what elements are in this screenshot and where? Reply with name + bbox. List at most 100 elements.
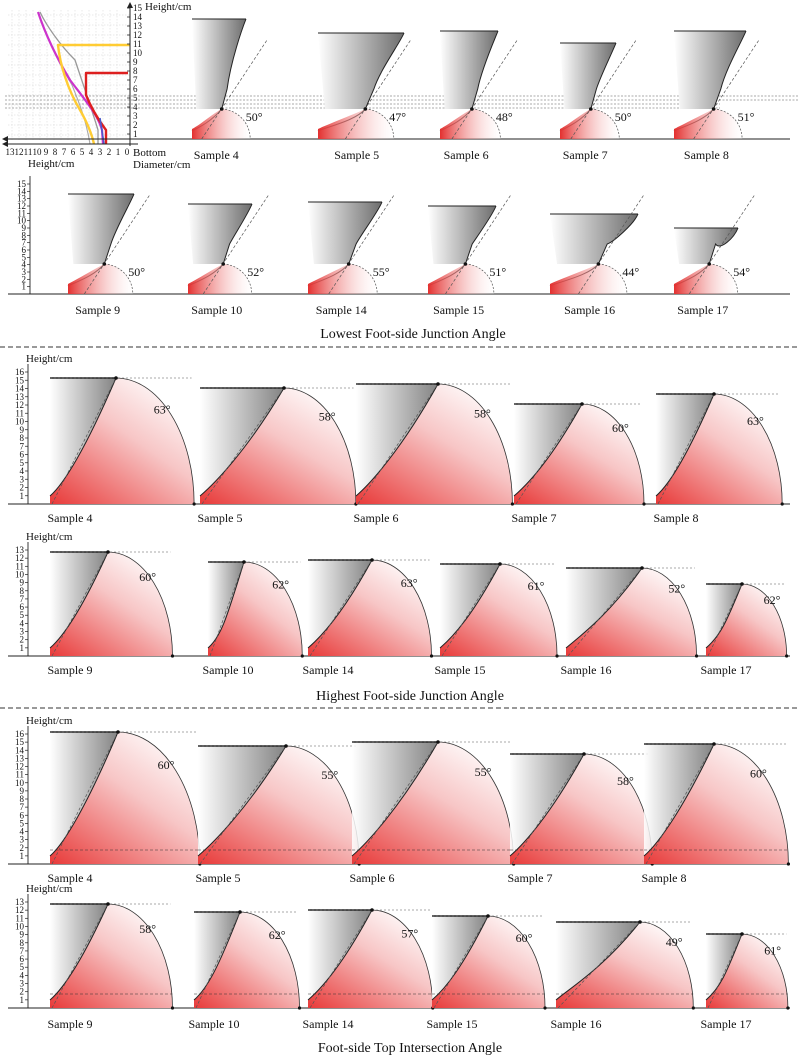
overlay-y-tick-label: 13 [133, 21, 143, 31]
sample-label: Sample 15 [435, 663, 486, 677]
foot-shade [560, 109, 620, 139]
row-y-tick-label: 12 [15, 762, 24, 772]
overlay-x-tick-label: 3 [98, 147, 103, 157]
tangent-line [645, 743, 715, 865]
row-y-tick-label: 14 [17, 186, 27, 196]
sample-label: Sample 6 [350, 871, 395, 885]
foot-shade [198, 746, 360, 864]
sample-label: Sample 10 [203, 663, 254, 677]
angle-arc [107, 551, 173, 657]
tangent-line [441, 563, 501, 657]
angle-arc [348, 263, 378, 295]
row-y-tick-label: 11 [15, 913, 24, 923]
sample-profile: 60° Sample 7 [512, 402, 646, 525]
foot-shade [356, 384, 513, 504]
row-baseline-arrow [2, 136, 8, 142]
angle-arc [639, 921, 694, 1009]
angle-label: 50° [128, 265, 145, 279]
overlay-y-tick-label: 4 [133, 102, 138, 112]
row-y-tick-label: 15 [15, 375, 25, 385]
sample-profile: 44° Sample 16 [549, 193, 645, 317]
foot-shade [644, 744, 789, 864]
angle-label: 58° [617, 774, 634, 788]
angle-label: 49° [666, 935, 683, 949]
vessel-outline [565, 567, 643, 649]
section-title-highest: Highest Foot-side Junction Angle [316, 689, 504, 704]
sample-label: Sample 6 [354, 511, 399, 525]
angle-label: 52° [247, 265, 264, 279]
row-y-tick-label: 1 [20, 851, 25, 861]
vessel-body-shade [428, 206, 496, 264]
vessel-body-shade [198, 746, 286, 856]
angle-arc [371, 909, 434, 1009]
overlay-x-tick-label: 12 [15, 147, 24, 157]
junction-point [711, 107, 716, 111]
vessel-outline [49, 551, 109, 649]
sample-profile: 62° Sample 17 [701, 582, 789, 677]
junction-point [589, 107, 593, 111]
foot-shade [514, 404, 644, 504]
junction-point [436, 382, 440, 386]
row-height-label: Height/cm [26, 883, 73, 895]
vessel-outline [193, 911, 241, 1001]
angle-label: 51° [738, 110, 755, 124]
overlay-diameter-label: Diameter/cm [133, 159, 191, 171]
sample-profile: 58° Sample 9 [48, 902, 175, 1031]
foot-shade [50, 552, 173, 656]
vessel-body-shade [188, 204, 252, 264]
row-y-tick-label: 4 [20, 970, 25, 980]
sample-profile: 55° Sample 6 [350, 740, 516, 885]
angle-arc [117, 731, 201, 865]
tangent-line [707, 933, 743, 1009]
angle-arc [371, 559, 432, 657]
overlay-y-tick-label: 9 [133, 57, 138, 67]
foot-shade [510, 754, 653, 864]
section-title-lowest: Lowest Foot-side Junction Angle [320, 327, 506, 342]
sample-profile: 51° Sample 15 [427, 193, 512, 317]
sample-profile: 57° Sample 14 [303, 908, 435, 1031]
foot-shade [656, 394, 783, 504]
sample-label: Sample 10 [189, 1017, 240, 1031]
junction-point [712, 392, 716, 396]
sample-profile: 52° Sample 10 [187, 193, 270, 317]
junction-point [114, 376, 118, 380]
overlay-y-tick-label: 2 [133, 120, 138, 130]
sample-label: Sample 7 [563, 148, 608, 162]
angle-arc [709, 263, 739, 295]
row-y-tick-label: 1 [22, 282, 27, 292]
angle-arc [471, 108, 501, 140]
angle-label: 57° [401, 926, 418, 940]
arc-end-point [691, 1006, 695, 1010]
sample-label: Sample 4 [48, 511, 93, 525]
overlay-y-tick-label: 8 [133, 66, 138, 76]
angle-arc [713, 108, 743, 140]
overlay-y-tick-label: 1 [133, 129, 138, 139]
arc-end-point [429, 654, 434, 658]
row-y-tick-label: 7 [20, 946, 25, 956]
foot-shade [556, 922, 694, 1008]
row-y-tick-label: 7 [22, 238, 27, 248]
vessel-body-shade [514, 404, 582, 496]
junction-point [580, 402, 584, 406]
sample-profile: 61° Sample 15 [435, 562, 559, 677]
row-y-tick-label: 9 [22, 223, 27, 233]
angle-arc [487, 915, 546, 1009]
overlay-y-tick-label: 7 [133, 75, 138, 85]
row-y-tick-label: 16 [15, 729, 25, 739]
angle-label: 60° [139, 570, 156, 584]
row-y-tick-label: 6 [20, 450, 25, 460]
row-y-tick-label: 12 [17, 201, 26, 211]
sample-profile: 63° Sample 14 [303, 558, 434, 677]
red-profile-curve [84, 71, 128, 144]
arc-end-point [555, 654, 559, 658]
junction-point [106, 902, 110, 906]
junction-point [106, 550, 110, 554]
arc-end-point [694, 654, 699, 658]
angle-arc [365, 108, 395, 140]
foot-shade [194, 912, 300, 1008]
junction-point [436, 740, 440, 744]
junction-point [486, 914, 490, 918]
row-y-tick-label: 2 [20, 843, 25, 853]
angle-arc [104, 263, 134, 295]
row-y-tick-label: 1 [20, 643, 25, 653]
